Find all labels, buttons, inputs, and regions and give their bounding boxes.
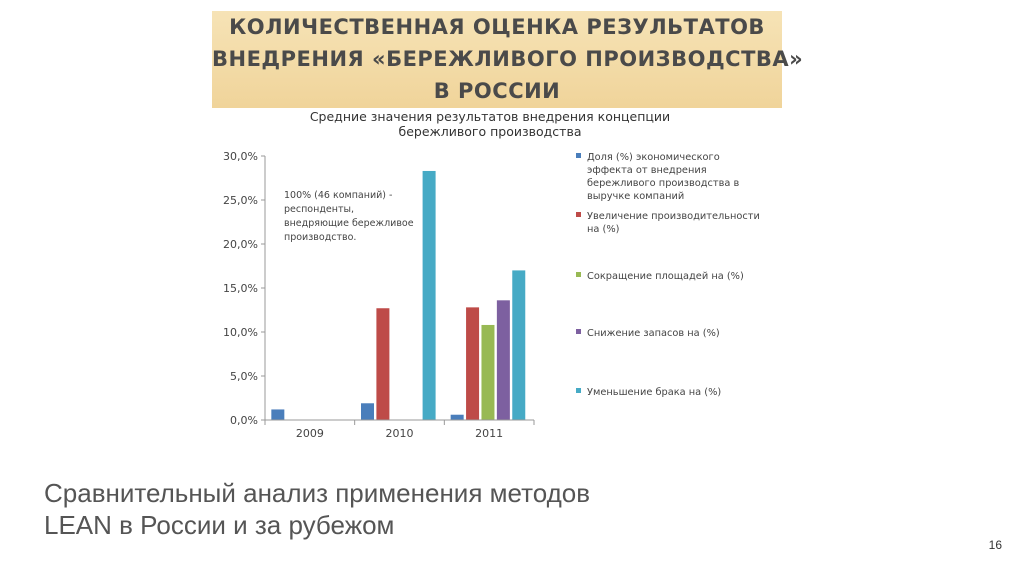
bar xyxy=(450,414,464,420)
legend-label: Сокращение площадей на (%) xyxy=(587,271,744,282)
y-axis: 0,0% 5,0% 10,0% 15,0% 20,0% 25,0% 30,0% xyxy=(223,150,266,427)
caption-line-2: LEAN в России и за рубежом xyxy=(44,510,395,540)
legend-label: на (%) xyxy=(587,224,619,235)
bar xyxy=(496,300,510,420)
annotation-line-3: внедряющие бережливое xyxy=(284,218,414,229)
x-axis: 2009 2010 2011 xyxy=(264,419,535,440)
y-tick-label: 30,0% xyxy=(223,150,258,163)
slide-title-line-3: В РОССИИ xyxy=(433,79,561,103)
bar xyxy=(376,308,390,420)
legend-swatch xyxy=(576,388,581,393)
legend-label: выручке компаний xyxy=(587,191,684,202)
chart-area: Средние значения результатов внедрения к… xyxy=(212,108,782,440)
legend-swatch xyxy=(576,212,581,217)
x-tick-label: 2011 xyxy=(475,427,503,440)
page-number: 16 xyxy=(988,538,1002,552)
annotation-line-2: респонденты, xyxy=(284,204,354,215)
legend-label: бережливого производства в xyxy=(587,178,740,189)
title-banner: КОЛИЧЕСТВЕННАЯ ОЦЕНКА РЕЗУЛЬТАТОВ ВНЕДРЕ… xyxy=(212,11,804,108)
bar xyxy=(422,170,436,420)
legend-swatch xyxy=(576,272,581,277)
x-tick-label: 2010 xyxy=(386,427,414,440)
legend-label: Снижение запасов на (%) xyxy=(587,328,720,339)
legend-label: эффекта от внедрения xyxy=(587,165,707,176)
slide-title-line-2: ВНЕДРЕНИЯ «БЕРЕЖЛИВОГО ПРОИЗВОДСТВА» xyxy=(212,47,804,71)
chart-title-line-2: бережливого производства xyxy=(399,124,582,139)
legend-label: Уменьшение брака на (%) xyxy=(587,387,721,398)
legend-label: Доля (%) экономического xyxy=(587,152,720,163)
slide-title-line-1: КОЛИЧЕСТВЕННАЯ ОЦЕНКА РЕЗУЛЬТАТОВ xyxy=(229,15,765,39)
legend-swatch xyxy=(576,153,581,158)
bar xyxy=(481,324,495,420)
annotation-line-1: 100% (46 компаний) - xyxy=(284,190,392,201)
chart-title-line-1: Средние значения результатов внедрения к… xyxy=(310,109,670,124)
bars xyxy=(271,170,526,420)
chart: Средние значения результатов внедрения к… xyxy=(223,109,760,440)
annotation-line-4: производство. xyxy=(284,232,356,243)
legend: Доля (%) экономического эффекта от внедре… xyxy=(576,152,760,398)
y-tick-label: 5,0% xyxy=(230,370,258,383)
x-tick-label: 2009 xyxy=(296,427,324,440)
bar xyxy=(271,409,285,420)
legend-label: Увеличение производительности xyxy=(587,211,760,222)
y-tick-label: 15,0% xyxy=(223,282,258,295)
bar xyxy=(361,403,374,420)
y-tick-label: 10,0% xyxy=(223,326,258,339)
legend-swatch xyxy=(576,329,581,334)
caption-line-1: Сравнительный анализ применения методов xyxy=(44,478,591,508)
bar xyxy=(466,307,480,420)
y-tick-label: 25,0% xyxy=(223,194,258,207)
bar xyxy=(512,270,526,420)
y-tick-label: 0,0% xyxy=(230,414,258,427)
y-tick-label: 20,0% xyxy=(223,238,258,251)
